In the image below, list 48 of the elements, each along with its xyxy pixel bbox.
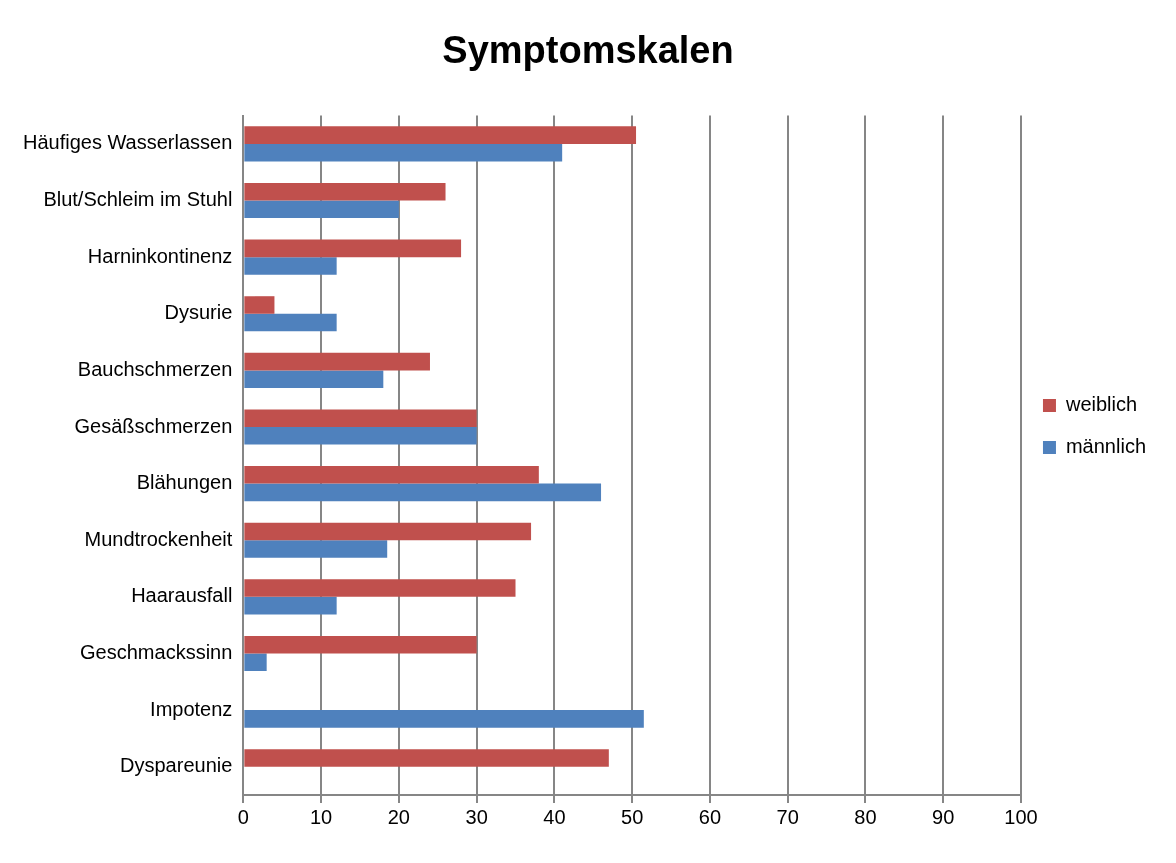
y-tick-label: Dyspareunie xyxy=(120,754,233,777)
bar xyxy=(244,579,516,597)
x-tick-label: 10 xyxy=(309,805,333,828)
y-tick-label: Häufiges Wasserlassen xyxy=(22,131,233,154)
y-tick-label: Dysurie xyxy=(164,301,233,324)
bar xyxy=(244,352,430,371)
y-tick-label: Bauchschmerzen xyxy=(77,357,233,380)
y-tick-label: Harninkontinenz xyxy=(87,244,233,267)
x-tick-label: 0 xyxy=(237,805,249,828)
y-tick-label: Blut/Schleim im Stuhl xyxy=(43,188,233,211)
bar xyxy=(244,143,563,162)
x-tick-label: 50 xyxy=(621,805,644,828)
bar xyxy=(244,409,477,427)
bar xyxy=(244,257,337,275)
bar xyxy=(244,239,462,258)
bar xyxy=(244,749,609,767)
legend-label: männlich xyxy=(1065,435,1147,458)
bar xyxy=(244,126,637,144)
y-tick-label: Geschmackssinn xyxy=(80,640,233,663)
x-tick-label: 90 xyxy=(932,805,955,828)
chart-title: Symptomskalen xyxy=(442,29,734,72)
bar xyxy=(244,426,477,445)
x-tick-label: 70 xyxy=(776,805,799,828)
bar xyxy=(244,540,388,558)
bar xyxy=(244,483,602,502)
y-tick-label: Impotenz xyxy=(150,697,233,720)
x-tick-label: 20 xyxy=(387,805,410,828)
x-tick-label: 60 xyxy=(698,805,722,828)
y-tick-label: Haarausfall xyxy=(131,584,233,607)
bar xyxy=(244,370,384,388)
bar xyxy=(244,710,644,728)
y-tick-label: Mundtrockenheit xyxy=(84,527,233,550)
bar xyxy=(244,313,337,332)
x-tick-label: 100 xyxy=(1004,805,1038,828)
bar xyxy=(244,653,267,672)
bar xyxy=(244,635,477,654)
x-tick-label: 30 xyxy=(465,805,488,828)
x-tick-label: 80 xyxy=(854,805,877,828)
bar xyxy=(244,466,539,484)
bar xyxy=(244,200,399,219)
legend-label: weiblich xyxy=(1064,393,1138,416)
y-tick-label: Gesäßschmerzen xyxy=(74,414,233,437)
bar xyxy=(244,596,337,615)
bar xyxy=(244,296,275,314)
x-tick-label: 40 xyxy=(543,805,566,828)
bar xyxy=(244,182,446,201)
y-tick-label: Blähungen xyxy=(136,471,233,494)
bar xyxy=(244,522,532,541)
